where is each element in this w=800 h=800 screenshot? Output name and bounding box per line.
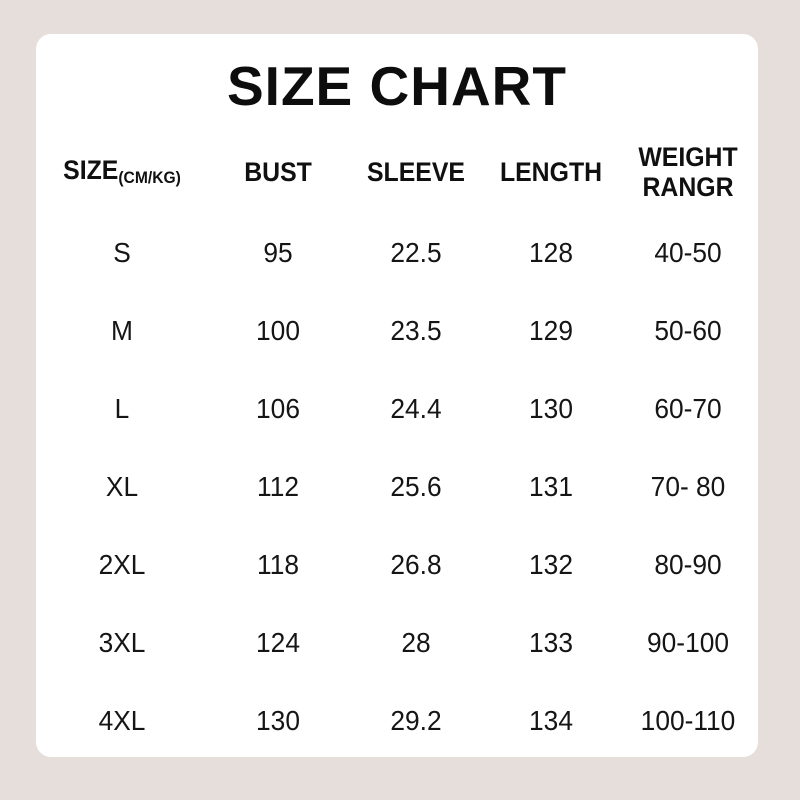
cell-bust: 112 (257, 471, 299, 502)
cell-sleeve: 23.5 (390, 315, 442, 346)
cell-sleeve: 24.4 (390, 393, 442, 424)
cell-length: 134 (529, 705, 573, 736)
cell-bust: 124 (256, 627, 300, 658)
cell-length: 129 (529, 315, 573, 346)
cell-size: M (111, 315, 133, 346)
cell-size: S (113, 237, 131, 268)
cell-weight-range: 40-50 (654, 237, 722, 268)
table-row: L 106 24.4 130 60-70 (36, 370, 758, 448)
column-header-bust: BUST (244, 157, 312, 187)
table-header-row: SIZE(CM/KG) BUST SLEEVE LENGTH WEIGHT RA… (36, 130, 758, 214)
cell-sleeve: 25.6 (390, 471, 442, 502)
cell-bust: 118 (257, 549, 299, 580)
column-header-size-label: SIZE (63, 155, 119, 185)
column-header-weight-line1: WEIGHT (638, 142, 738, 172)
page-title: SIZE CHART (227, 55, 567, 117)
cell-bust: 106 (256, 393, 300, 424)
cell-size: 2XL (98, 549, 146, 580)
cell-weight-range: 60-70 (654, 393, 722, 424)
cell-length: 131 (529, 471, 573, 502)
cell-length: 128 (529, 237, 573, 268)
column-header-length: LENGTH (499, 157, 603, 187)
table-row: 3XL 124 28 133 90-100 (36, 604, 758, 682)
cell-weight-range: 80-90 (654, 549, 722, 580)
column-header-size-unit: (CM/KG) (118, 168, 181, 187)
cell-size: 4XL (98, 705, 146, 736)
cell-weight-range: 100-110 (640, 705, 736, 736)
cell-sleeve: 26.8 (390, 549, 442, 580)
table-row: XL 112 25.6 131 70- 80 (36, 448, 758, 526)
table-row: M 100 23.5 129 50-60 (36, 292, 758, 370)
column-header-sleeve: SLEEVE (366, 157, 466, 187)
cell-sleeve: 29.2 (390, 705, 442, 736)
cell-bust: 130 (256, 705, 300, 736)
cell-length: 133 (529, 627, 573, 658)
cell-bust: 95 (263, 237, 293, 268)
cell-size: L (114, 393, 130, 424)
size-chart-table: SIZE(CM/KG) BUST SLEEVE LENGTH WEIGHT RA… (36, 130, 758, 757)
cell-sleeve: 28 (401, 627, 431, 658)
cell-weight-range: 50-60 (654, 315, 722, 346)
table-row: S 95 22.5 128 40-50 (36, 214, 758, 292)
cell-weight-range: 70- 80 (650, 471, 726, 502)
size-chart-card: SIZE CHART SIZE(CM/KG) BUST SLEEVE LENGT… (36, 34, 758, 757)
cell-size: XL (105, 471, 139, 502)
column-header-weight-range: WEIGHT RANGR (624, 142, 753, 202)
cell-bust: 100 (256, 315, 300, 346)
cell-length: 132 (529, 549, 573, 580)
table-row: 4XL 130 29.2 134 100-110 (36, 682, 758, 757)
column-header-weight-line2: RANGR (642, 172, 734, 202)
cell-size: 3XL (98, 627, 146, 658)
cell-sleeve: 22.5 (390, 237, 442, 268)
cell-length: 130 (529, 393, 573, 424)
column-header-size: SIZE(CM/KG) (43, 155, 201, 189)
table-row: 2XL 118 26.8 132 80-90 (36, 526, 758, 604)
cell-weight-range: 90-100 (647, 627, 729, 658)
